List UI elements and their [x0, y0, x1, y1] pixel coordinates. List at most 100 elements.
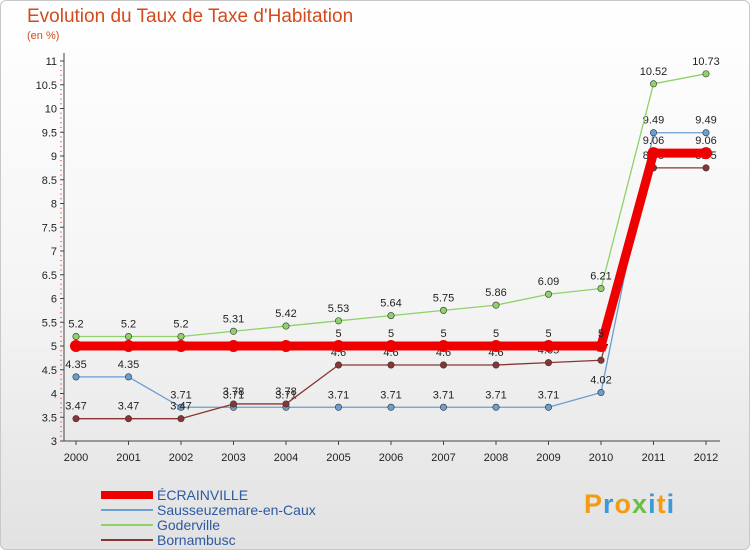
data-point — [492, 361, 500, 369]
data-label: 6.21 — [590, 271, 611, 283]
data-label: 5.64 — [380, 298, 401, 310]
data-point — [649, 80, 657, 88]
series-goderville: 5.2 5.2 5.2 5.31 5.42 5.53 5.64 5.75 5.86 6.09 6.2… — [68, 56, 720, 340]
y-minor-tick — [60, 426, 62, 428]
y-minor-tick — [60, 312, 62, 314]
y-minor-tick — [60, 136, 62, 138]
y-minor-tick — [60, 378, 62, 380]
y-minor-tick — [60, 278, 62, 281]
y-minor-tick — [60, 231, 62, 233]
y-tick-label: 9.5 — [42, 127, 57, 139]
data-point — [385, 340, 397, 352]
data-label: 5 — [335, 328, 341, 340]
data-point — [334, 317, 342, 325]
y-minor-tick — [60, 259, 62, 262]
data-label: 5 — [388, 328, 394, 340]
y-tick-label: 4.5 — [42, 365, 57, 377]
y-tick-label: 7 — [51, 246, 57, 258]
y-minor-tick — [60, 141, 62, 143]
data-label: 5.42 — [275, 308, 296, 320]
y-minor-tick — [60, 79, 62, 81]
x-tick-label: 2004 — [274, 452, 298, 464]
data-point — [122, 340, 135, 352]
x-tick-label: 2011 — [642, 452, 666, 464]
y-minor-tick — [60, 302, 62, 304]
y-minor-tick — [60, 98, 62, 100]
x-tick-label: 2012 — [694, 452, 718, 464]
y-minor-tick — [60, 117, 62, 119]
data-point — [125, 373, 133, 381]
data-label: 3.71 — [223, 389, 244, 401]
data-point — [280, 340, 292, 352]
data-label: 4.02 — [590, 375, 611, 387]
y-minor-tick — [60, 212, 62, 214]
data-point — [492, 301, 500, 309]
legend-swatch — [101, 538, 153, 541]
y-minor-tick — [60, 183, 62, 186]
data-point — [227, 340, 240, 352]
data-point — [70, 340, 82, 352]
y-tick-label: 4 — [51, 389, 57, 401]
y-tick-label: 9 — [51, 151, 57, 163]
y-minor-tick — [60, 126, 62, 129]
legend-swatch — [101, 508, 153, 511]
y-minor-tick — [60, 373, 62, 376]
series-sausseuzemare-en-caux: 4.35 4.35 3.71 3.71 3.71 3.71 3.71 3.71 3.71 3.71… — [65, 115, 717, 411]
y-minor-tick — [60, 383, 62, 385]
data-point — [72, 415, 80, 423]
data-label: 5.75 — [433, 292, 454, 304]
legend-label: ÉCRAINVILLE — [157, 486, 249, 503]
data-point — [177, 415, 185, 423]
data-point — [177, 332, 185, 340]
data-point — [490, 340, 502, 352]
data-point — [439, 403, 447, 411]
y-minor-tick — [60, 350, 62, 352]
x-tick-label: 2007 — [431, 452, 455, 464]
y-minor-tick — [60, 160, 62, 162]
data-point — [332, 340, 345, 352]
data-label: 5.2 — [68, 319, 83, 331]
data-label: 9.06 — [643, 135, 664, 147]
data-label: 5 — [598, 328, 604, 340]
data-point — [702, 129, 710, 137]
y-tick-label: 6.5 — [42, 270, 57, 282]
y-minor-tick — [60, 430, 62, 433]
data-point — [282, 400, 290, 408]
data-point — [542, 340, 555, 352]
y-tick-label: 5 — [51, 341, 57, 353]
y-minor-tick — [60, 193, 62, 195]
legend-item: Goderville — [101, 517, 316, 533]
y-minor-tick — [60, 335, 62, 338]
data-label: 3.78 — [223, 386, 244, 398]
y-minor-tick — [60, 74, 62, 76]
y-minor-tick — [60, 397, 62, 399]
data-label: 5.86 — [485, 287, 506, 299]
data-point — [72, 332, 80, 340]
y-minor-tick — [60, 103, 62, 105]
data-label: 5.53 — [328, 303, 349, 315]
y-minor-tick — [60, 340, 62, 342]
y-minor-tick — [60, 307, 62, 309]
data-label: 9.49 — [643, 115, 664, 127]
y-minor-tick — [60, 354, 62, 357]
y-minor-tick — [60, 388, 62, 390]
y-minor-tick — [60, 236, 62, 238]
data-label: 10.73 — [692, 56, 720, 68]
data-point — [125, 415, 133, 423]
data-point — [544, 290, 552, 298]
x-tick-label: 2006 — [379, 452, 403, 464]
y-minor-tick — [60, 245, 62, 247]
data-label: 5 — [440, 328, 446, 340]
data-point — [230, 400, 238, 408]
y-minor-tick — [60, 69, 62, 72]
data-label: 3.47 — [170, 401, 191, 413]
data-label: 3.47 — [65, 401, 86, 413]
x-tick-label: 2005 — [326, 452, 350, 464]
legend-item: Sausseuzemare-en-Caux — [101, 502, 316, 518]
chart-subtitle: (en %) — [27, 30, 60, 42]
y-minor-tick — [60, 402, 62, 404]
data-point — [387, 312, 395, 320]
data-label: 9.49 — [695, 115, 716, 127]
data-point — [72, 373, 80, 381]
